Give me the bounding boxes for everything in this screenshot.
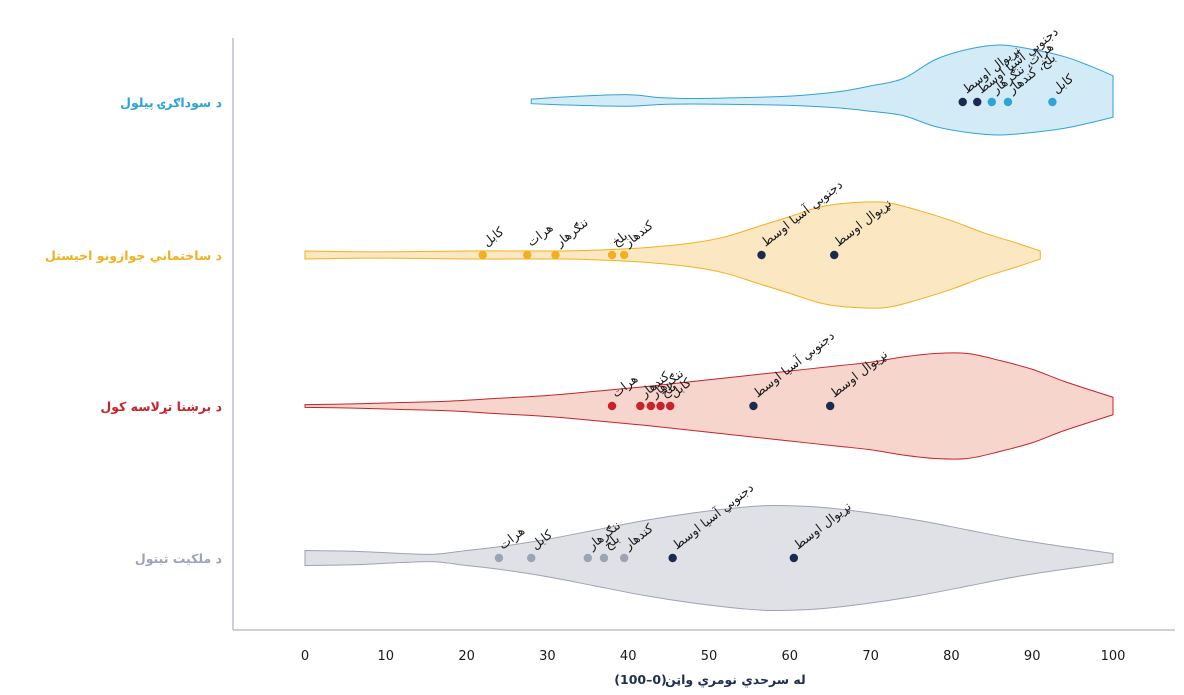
data-point (599, 553, 609, 563)
data-point (749, 401, 758, 411)
x-tick-label: 0 (301, 649, 309, 664)
x-tick-label: 60 (782, 649, 799, 664)
violins-layer (304, 44, 1114, 612)
x-tick-label: 90 (1024, 649, 1041, 664)
data-point (987, 97, 996, 107)
data-point (958, 97, 967, 107)
x-tick-label: 70 (862, 649, 879, 664)
x-tick-labels: 0 10 20 30 40 50 60 70 80 90 100 (301, 649, 1126, 664)
data-point (636, 401, 645, 411)
data-point (830, 250, 839, 260)
data-point (619, 553, 629, 563)
point-label: هرات (524, 220, 556, 250)
x-tick-label: 100 (1101, 649, 1126, 664)
point-label: کندهار (620, 217, 656, 250)
point-label: ننګرهار (551, 214, 591, 250)
x-tick-label: 40 (620, 649, 637, 664)
x-axis-title: له سرحدي نومري واټن (0–100) (614, 672, 805, 687)
data-point (619, 250, 629, 260)
data-point (757, 250, 766, 260)
data-point (494, 553, 504, 563)
row-label-4: د ملکیت ثبتول (135, 551, 222, 566)
data-point (666, 401, 675, 411)
data-point (523, 250, 532, 260)
data-point (607, 401, 617, 411)
row-label-2: د ساختماني جوازونو اخیستل (45, 248, 222, 263)
data-point (789, 553, 799, 563)
x-tick-label: 80 (943, 649, 960, 664)
x-tick-label: 10 (378, 649, 395, 664)
data-point (656, 401, 665, 411)
data-point (973, 97, 982, 107)
data-point (607, 250, 617, 260)
violin-4 (304, 504, 1114, 612)
violin-1 (530, 44, 1114, 136)
data-point (527, 553, 536, 563)
violin-3 (304, 352, 1114, 460)
data-point (1003, 97, 1013, 107)
data-point (478, 250, 487, 260)
point-label: کابل (479, 224, 506, 250)
violin-2 (304, 201, 1041, 309)
row-label-1: د سوداګرۍ پیلول (120, 95, 222, 110)
x-tick-label: 30 (539, 649, 556, 664)
x-tick-label: 20 (458, 649, 475, 664)
x-tick-label: 50 (701, 649, 718, 664)
data-point (583, 553, 592, 563)
data-point (668, 553, 677, 563)
data-point (646, 401, 656, 411)
row-label-3: د برښنا تړلاسه کول (100, 399, 222, 414)
row-labels: د سوداګرۍ پیلول د ساختماني جوازونو اخیستل… (45, 95, 222, 566)
data-point (551, 250, 560, 260)
x-axis-title-main: له سرحدي نومري واټن (665, 672, 806, 687)
data-point (1048, 97, 1057, 107)
x-axis-title-note: (0–100) (614, 672, 666, 687)
data-point (826, 401, 835, 411)
